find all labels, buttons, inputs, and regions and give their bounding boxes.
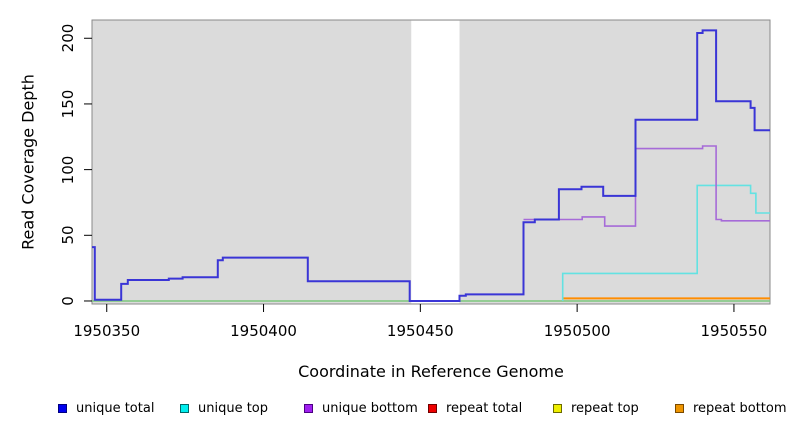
legend-label-unique-total: unique total	[76, 400, 155, 416]
y-tick-label-50: 50	[59, 225, 77, 245]
legend-item-repeat-bottom: repeat bottom	[675, 399, 787, 417]
legend-label-repeat-top: repeat top	[571, 400, 639, 416]
x-tick-label-1950350: 1950350	[73, 322, 141, 340]
legend-item-unique-total: unique total	[58, 399, 154, 417]
y-tick-label-100: 100	[59, 155, 77, 184]
x-tick-label-1950450: 1950450	[386, 322, 454, 340]
x-tick-label-1950550: 1950550	[700, 322, 768, 340]
y-axis-title: Read Coverage Depth	[18, 74, 38, 250]
unique-bottom-line	[523, 145, 770, 227]
x-tick-label-1950400: 1950400	[230, 322, 297, 340]
legend-item-unique-bottom: unique bottom	[304, 399, 418, 417]
x-tick-label-1950500: 1950500	[543, 322, 611, 340]
y-tick-label-150: 150	[59, 89, 77, 119]
unique-top-line	[561, 184, 770, 301]
unique-total-line	[92, 29, 770, 302]
legend-swatch-repeat-total	[428, 403, 437, 413]
legend-swatch-repeat-top	[553, 403, 562, 413]
legend-item-unique-top: unique top	[180, 399, 268, 417]
legend-item-repeat-total: repeat total	[428, 399, 522, 417]
x-axis-title: Coordinate in Reference Genome	[298, 362, 564, 381]
legend-label-unique-top: unique top	[198, 400, 269, 416]
legend-swatch-unique-top	[180, 403, 189, 413]
y-tick-label-200: 200	[59, 23, 77, 53]
legend-swatch-unique-total	[58, 403, 67, 413]
legend-label-unique-bottom: unique bottom	[322, 400, 418, 416]
legend-item-repeat-top: repeat top	[553, 399, 639, 417]
legend-swatch-repeat-bottom	[675, 403, 684, 413]
legend-label-repeat-bottom: repeat bottom	[693, 400, 787, 416]
masked-gap-region	[411, 20, 460, 304]
legend-swatch-unique-bottom	[304, 403, 313, 413]
legend-label-repeat-total: repeat total	[446, 400, 523, 416]
y-tick-label-0: 0	[59, 296, 77, 306]
